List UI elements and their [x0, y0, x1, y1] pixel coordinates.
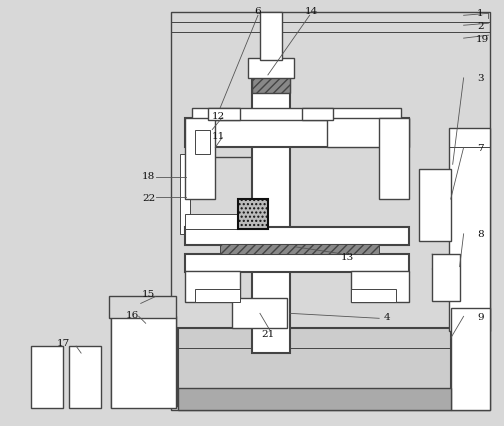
- Text: 4: 4: [384, 312, 391, 321]
- Text: 15: 15: [142, 289, 155, 298]
- Text: 18: 18: [142, 171, 155, 180]
- Bar: [238, 200, 268, 229]
- Text: 13: 13: [341, 253, 354, 262]
- Bar: [178, 328, 451, 406]
- Bar: [111, 317, 175, 408]
- Text: 8: 8: [477, 230, 484, 239]
- Bar: [185, 271, 240, 303]
- Bar: [185, 158, 253, 227]
- Text: 3: 3: [477, 74, 484, 83]
- Bar: [260, 13, 282, 61]
- Text: 11: 11: [212, 132, 225, 141]
- Bar: [248, 59, 294, 79]
- Bar: [379, 118, 409, 200]
- Text: 9: 9: [477, 312, 484, 321]
- Bar: [208, 109, 240, 120]
- Bar: [185, 254, 409, 272]
- Bar: [451, 309, 490, 410]
- Bar: [432, 254, 460, 302]
- Bar: [109, 297, 176, 319]
- Text: 7: 7: [477, 144, 484, 153]
- Text: 22: 22: [142, 193, 155, 202]
- Bar: [220, 244, 379, 254]
- Bar: [252, 76, 290, 353]
- Bar: [178, 388, 451, 410]
- Bar: [185, 214, 240, 229]
- Bar: [196, 130, 210, 155]
- Text: 19: 19: [476, 35, 489, 43]
- Bar: [185, 118, 215, 200]
- Bar: [351, 271, 409, 303]
- Text: 17: 17: [56, 338, 70, 347]
- Bar: [419, 170, 451, 241]
- Bar: [351, 289, 396, 303]
- Text: 21: 21: [261, 329, 275, 338]
- Text: 14: 14: [305, 7, 318, 16]
- Bar: [302, 109, 334, 120]
- Bar: [185, 118, 409, 148]
- Text: 12: 12: [212, 112, 225, 121]
- Text: 1: 1: [477, 9, 484, 18]
- Bar: [180, 155, 191, 234]
- Bar: [449, 128, 490, 331]
- Bar: [170, 13, 490, 410]
- Text: 16: 16: [126, 310, 140, 319]
- Bar: [327, 118, 409, 148]
- Bar: [31, 346, 63, 408]
- Bar: [252, 76, 290, 94]
- Bar: [69, 346, 101, 408]
- Text: 2: 2: [477, 22, 484, 31]
- Bar: [193, 109, 401, 120]
- Bar: [196, 289, 240, 303]
- Bar: [185, 227, 409, 245]
- Text: 6: 6: [255, 7, 261, 16]
- Bar: [232, 299, 287, 328]
